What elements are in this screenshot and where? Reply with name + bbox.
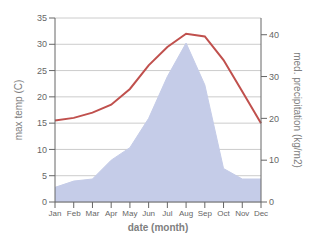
svg-text:Dec: Dec xyxy=(254,209,268,218)
svg-text:Jan: Jan xyxy=(49,209,62,218)
svg-text:date (month): date (month) xyxy=(128,222,189,233)
svg-text:40: 40 xyxy=(269,30,279,40)
svg-text:max temp (C): max temp (C) xyxy=(13,80,24,141)
svg-text:20: 20 xyxy=(37,92,47,102)
svg-text:Apr: Apr xyxy=(105,209,118,218)
svg-text:Jul: Jul xyxy=(162,209,172,218)
svg-text:Oct: Oct xyxy=(217,209,230,218)
svg-text:0: 0 xyxy=(269,197,274,207)
svg-text:5: 5 xyxy=(42,171,47,181)
svg-text:Feb: Feb xyxy=(67,209,81,218)
svg-text:Mar: Mar xyxy=(86,209,100,218)
svg-text:20: 20 xyxy=(269,114,279,124)
svg-text:Aug: Aug xyxy=(179,209,193,218)
svg-text:med. precipitation (kg/m2): med. precipitation (kg/m2) xyxy=(292,52,303,168)
svg-text:35: 35 xyxy=(37,13,47,23)
svg-text:30: 30 xyxy=(269,72,279,82)
svg-text:10: 10 xyxy=(269,155,279,165)
svg-text:0: 0 xyxy=(42,197,47,207)
svg-text:30: 30 xyxy=(37,39,47,49)
svg-text:25: 25 xyxy=(37,66,47,76)
svg-text:Jun: Jun xyxy=(142,209,155,218)
svg-text:Sep: Sep xyxy=(198,209,213,218)
svg-text:10: 10 xyxy=(37,145,47,155)
svg-text:Nov: Nov xyxy=(235,209,249,218)
svg-text:May: May xyxy=(122,209,137,218)
svg-text:15: 15 xyxy=(37,118,47,128)
